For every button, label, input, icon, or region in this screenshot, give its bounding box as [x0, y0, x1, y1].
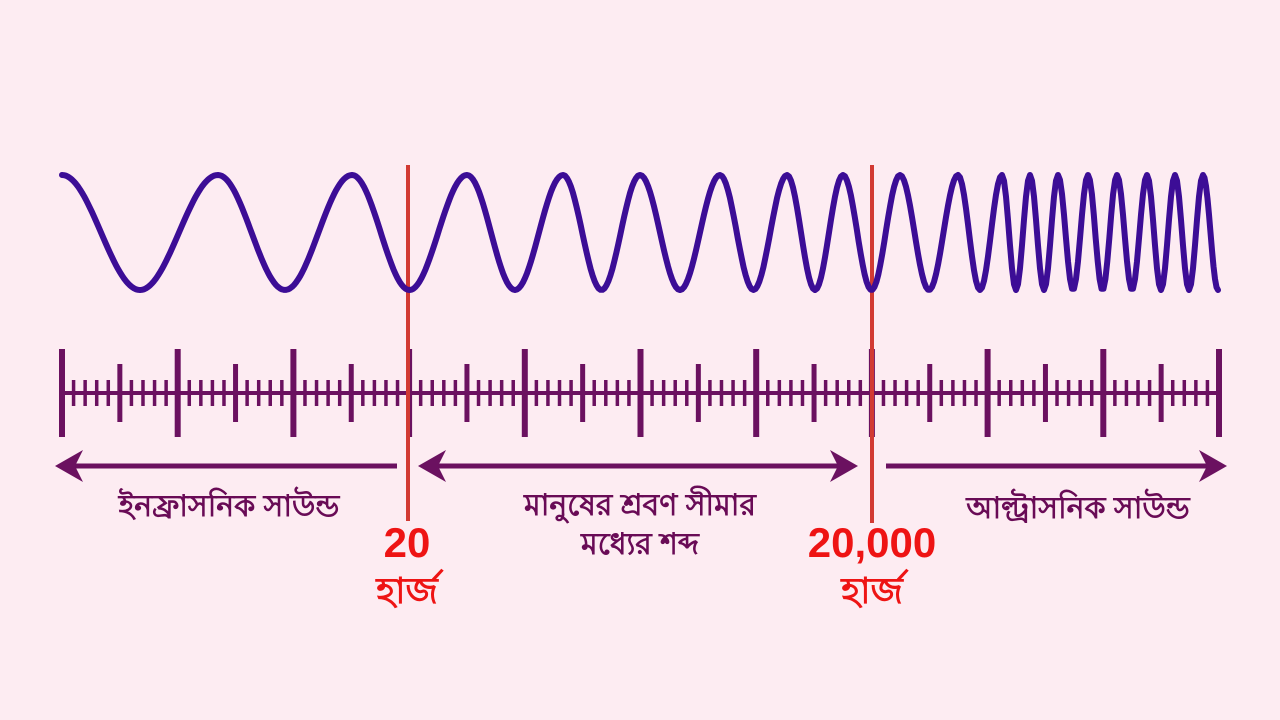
sound-wave	[59, 172, 1221, 293]
upper-threshold-value: 20,000	[807, 519, 937, 566]
lower-threshold-marker: 20 হার্জ	[376, 522, 438, 609]
lower-threshold-value: 20	[383, 519, 431, 566]
threshold-lines	[406, 165, 874, 523]
frequency-ruler	[59, 349, 1222, 437]
upper-threshold-unit: হার্জ	[841, 570, 903, 611]
audible-range-label-line2: মধ্যের শব্দ	[581, 528, 699, 561]
upper-threshold-marker: 20,000 হার্জ	[808, 522, 936, 609]
audible-range-label: মানুষের শ্রবণ সীমার মধ্যের শব্দ	[524, 486, 756, 564]
lower-threshold-unit: হার্জ	[376, 570, 438, 611]
range-arrows	[55, 450, 1227, 482]
audible-range-label-line1: মানুষের শ্রবণ সীমার	[524, 489, 756, 522]
infrasonic-range-label: ইনফ্রাসনিক সাউন্ড	[118, 490, 340, 523]
ultrasonic-range-label: আল্ট্রাসনিক সাউন্ড	[966, 492, 1190, 525]
